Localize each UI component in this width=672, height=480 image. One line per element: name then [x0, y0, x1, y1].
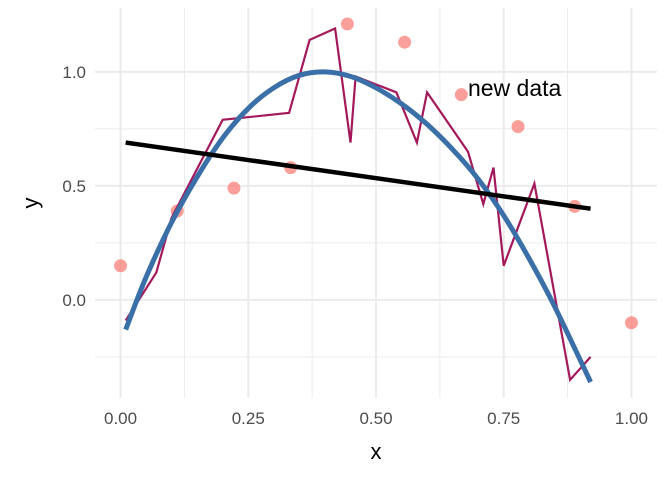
x-tick-label: 0.75 [487, 409, 520, 428]
x-axis-title: x [371, 439, 382, 464]
scatter-point [340, 17, 354, 31]
annotation-label: new data [468, 75, 562, 101]
y-tick-label: 0.0 [62, 291, 86, 310]
x-tick-label: 1.00 [615, 409, 648, 428]
jagged-data-line [124, 26, 592, 383]
scatter-point [398, 35, 412, 49]
x-tick-label: 0.50 [359, 409, 392, 428]
scatter-point [454, 88, 468, 102]
x-tick-label: 0.00 [104, 409, 137, 428]
scatter-point [624, 316, 638, 330]
scatter-point [227, 181, 241, 195]
smooth-fit-curve [123, 69, 593, 384]
x-tick-label: 0.25 [232, 409, 265, 428]
linear-fit-line [125, 140, 591, 211]
y-tick-labels: 0.0 0.5 1.0 [62, 63, 86, 310]
scatter-point [511, 120, 525, 134]
scatter-point [114, 259, 128, 273]
y-axis-title: y [18, 198, 43, 209]
y-tick-label: 1.0 [62, 63, 86, 82]
y-tick-label: 0.5 [62, 177, 86, 196]
plot-lines [123, 26, 593, 384]
x-tick-labels: 0.00 0.25 0.50 0.75 1.00 [104, 409, 648, 428]
